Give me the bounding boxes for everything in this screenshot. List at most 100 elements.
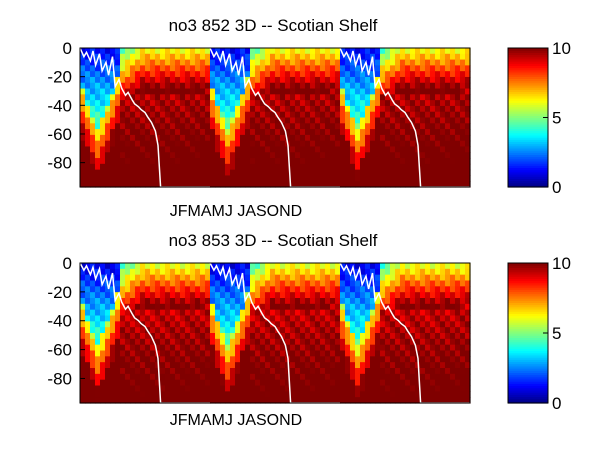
heatmap-cell [350, 286, 356, 293]
heatmap-cell [80, 286, 86, 293]
heatmap-cell [210, 327, 216, 334]
heatmap-cell [455, 321, 461, 328]
heatmap-cell [390, 327, 396, 334]
heatmap-cell [165, 158, 171, 165]
heatmap-cell [350, 105, 356, 113]
heatmap-cell [390, 140, 396, 148]
heatmap-cell [465, 181, 471, 188]
heatmap-cell [355, 344, 361, 352]
heatmap-cell [465, 94, 471, 101]
heatmap-cell [290, 315, 296, 322]
heatmap-cell [245, 111, 251, 119]
heatmap-cell [145, 263, 151, 270]
heatmap-cell [165, 94, 171, 101]
heatmap-cell [360, 105, 366, 113]
heatmap-cell [445, 356, 451, 363]
heatmap-cell [425, 298, 431, 305]
heatmap-cell [440, 152, 446, 159]
heatmap-cell [415, 379, 421, 387]
heatmap-cell [245, 338, 251, 346]
heatmap-cell [150, 315, 156, 322]
heatmap-cell [250, 280, 256, 287]
heatmap-cell [145, 163, 151, 171]
heatmap-cell [275, 65, 281, 72]
heatmap-cell [340, 100, 346, 107]
heatmap-cell [305, 280, 311, 287]
heatmap-cell [455, 309, 461, 317]
heatmap-cell [260, 368, 266, 375]
heatmap-cell [305, 309, 311, 317]
heatmap-cell [370, 397, 376, 404]
heatmap-cell [420, 292, 426, 299]
heatmap-cell [95, 76, 101, 84]
heatmap-cell [285, 263, 291, 270]
heatmap-cell [400, 169, 406, 177]
heatmap-cell [315, 385, 321, 392]
heatmap-cell [460, 368, 466, 375]
heatmap-cell [220, 158, 226, 165]
heatmap-cell [345, 94, 351, 101]
heatmap-cell [90, 175, 96, 182]
heatmap-cell [310, 152, 316, 159]
heatmap-cell [450, 385, 456, 392]
colorbar-band [508, 324, 548, 328]
heatmap-cell [465, 309, 471, 317]
heatmap-cell [375, 303, 381, 311]
heatmap-cell [425, 397, 431, 404]
heatmap-cell [385, 321, 391, 328]
heatmap-cell [215, 100, 221, 107]
heatmap-cell [430, 48, 436, 55]
heatmap-cell [280, 134, 286, 142]
heatmap-cell [360, 274, 366, 282]
heatmap-cell [435, 158, 441, 165]
heatmap-cell [360, 76, 366, 84]
heatmap-cell [280, 309, 286, 317]
heatmap-cell [340, 298, 346, 305]
colorbar-band [508, 61, 548, 64]
heatmap-cell [460, 309, 466, 317]
heatmap-cell [100, 117, 106, 124]
heatmap-cell [440, 350, 446, 357]
heatmap-cell [365, 268, 371, 276]
heatmap-cell [235, 344, 241, 352]
heatmap-cell [310, 76, 316, 84]
heatmap-cell [145, 268, 151, 276]
heatmap-cell [280, 181, 286, 188]
heatmap-cell [330, 368, 336, 375]
heatmap-cell [125, 163, 131, 171]
heatmap-cell [445, 263, 451, 270]
heatmap-cell [465, 76, 471, 84]
heatmap-cell [265, 356, 271, 363]
heatmap-cell [410, 105, 416, 113]
heatmap-cell [435, 117, 441, 124]
heatmap-cell [295, 391, 301, 398]
heatmap-cell [210, 105, 216, 113]
heatmap-cell [340, 385, 346, 392]
heatmap-cell [370, 175, 376, 182]
heatmap-cell [225, 356, 231, 363]
heatmap-cell [305, 111, 311, 119]
heatmap-cell [310, 321, 316, 328]
heatmap-cell [295, 152, 301, 159]
heatmap-cell [200, 303, 206, 311]
heatmap-cell [85, 158, 91, 165]
heatmap-cell [435, 268, 441, 276]
heatmap-cell [105, 169, 111, 177]
heatmap-cell [125, 292, 131, 299]
heatmap-cell [340, 286, 346, 293]
heatmap-cell [315, 327, 321, 334]
heatmap-cell [425, 100, 431, 107]
heatmap-cell [290, 134, 296, 142]
heatmap-cell [165, 298, 171, 305]
heatmap-cell [85, 65, 91, 72]
heatmap-cell [340, 263, 346, 270]
heatmap-cell [360, 309, 366, 317]
heatmap-cell [115, 105, 121, 113]
heatmap-cell [430, 344, 436, 352]
heatmap-cell [465, 286, 471, 293]
heatmap-cell [155, 263, 161, 270]
heatmap-cell [125, 344, 131, 352]
heatmap-cell [100, 292, 106, 299]
heatmap-cell [105, 274, 111, 282]
heatmap-cell [195, 105, 201, 113]
